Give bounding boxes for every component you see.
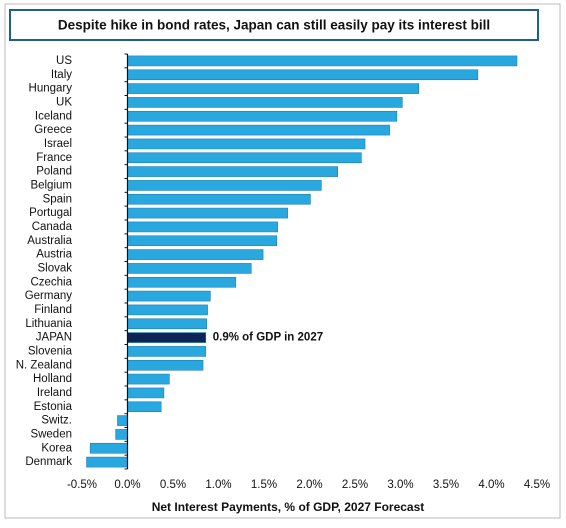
bar — [127, 387, 165, 399]
y-tick-label: Greece — [34, 124, 72, 136]
y-tick-label: Slovenia — [28, 345, 73, 357]
y-tick-label: Sweden — [30, 428, 72, 440]
bar — [86, 456, 128, 468]
y-tick-label: Spain — [43, 193, 72, 205]
bar — [127, 304, 208, 316]
bar — [127, 263, 252, 274]
y-tick-label: Poland — [36, 166, 72, 178]
x-tick-label: 2.0% — [296, 479, 322, 491]
y-tick-label: Holland — [33, 373, 72, 385]
bar — [127, 276, 237, 288]
bar — [127, 221, 278, 233]
y-tick-label: Iceland — [35, 110, 72, 122]
bar — [127, 235, 278, 247]
bar — [127, 359, 204, 371]
y-tick-label: Finland — [34, 304, 72, 316]
y-tick-label: US — [56, 55, 72, 67]
bar — [117, 415, 128, 426]
bar — [115, 429, 128, 440]
x-tick-label: 1.0% — [205, 479, 231, 491]
bar — [127, 290, 211, 302]
chart-title: Despite hike in bond rates, Japan can st… — [58, 18, 490, 33]
y-tick-label: Belgium — [30, 179, 72, 191]
bar — [127, 180, 322, 191]
y-tick-label: Ireland — [37, 387, 72, 399]
bar — [127, 97, 403, 108]
bar — [127, 83, 420, 94]
y-tick-label: Lithuania — [25, 318, 72, 330]
y-tick-label: Canada — [32, 221, 73, 233]
y-tick-label: Australia — [27, 235, 72, 247]
bar — [127, 166, 339, 177]
bar — [127, 249, 264, 260]
bar — [127, 332, 207, 343]
y-tick-label: Switz. — [41, 415, 72, 427]
x-tick-label: 1.5% — [251, 479, 277, 491]
y-tick-label: Slovak — [37, 262, 72, 274]
bar — [127, 207, 288, 219]
x-tick-label: 3.5% — [433, 479, 459, 491]
annotation: 0.9% of GDP in 2027 — [213, 332, 323, 344]
y-tick-label: Germany — [25, 290, 73, 302]
y-tick-label: Korea — [41, 442, 72, 454]
x-tick-label: 2.5% — [342, 479, 368, 491]
y-tick-label: Austria — [36, 249, 72, 261]
y-tick-label: JAPAN — [36, 332, 72, 344]
x-tick-label: 3.0% — [387, 479, 413, 491]
title-box — [9, 9, 539, 41]
y-tick-label: Italy — [51, 69, 72, 81]
x-tick-label: 4.0% — [478, 479, 504, 491]
bar — [127, 138, 366, 150]
y-tick-label: Portugal — [29, 207, 72, 219]
bar — [127, 373, 170, 385]
y-tick-label: Hungary — [29, 83, 73, 95]
x-tick-label: 4.5% — [524, 479, 550, 491]
bar — [127, 318, 207, 330]
bar — [127, 124, 390, 136]
y-tick-label: Estonia — [34, 401, 73, 413]
bar — [127, 55, 518, 67]
x-tick-label: -0.5% — [67, 479, 97, 491]
y-tick-label: Czechia — [30, 276, 72, 288]
bar — [127, 110, 398, 122]
bar — [127, 152, 362, 164]
x-axis-label: Net Interest Payments, % of GDP, 2027 Fo… — [152, 500, 425, 514]
y-tick-label: UK — [56, 96, 72, 108]
chart-frame — [4, 3, 561, 519]
bar — [127, 346, 207, 357]
bar — [89, 442, 128, 454]
bar — [127, 401, 162, 413]
x-tick-label: 0.0% — [114, 479, 140, 491]
bar — [127, 193, 311, 205]
y-tick-label: France — [36, 152, 72, 164]
y-tick-label: N. Zealand — [16, 359, 72, 371]
bar — [127, 69, 479, 81]
y-tick-label: Denmark — [25, 456, 72, 468]
x-tick-label: 0.5% — [160, 479, 186, 491]
y-tick-label: Israel — [44, 138, 72, 150]
